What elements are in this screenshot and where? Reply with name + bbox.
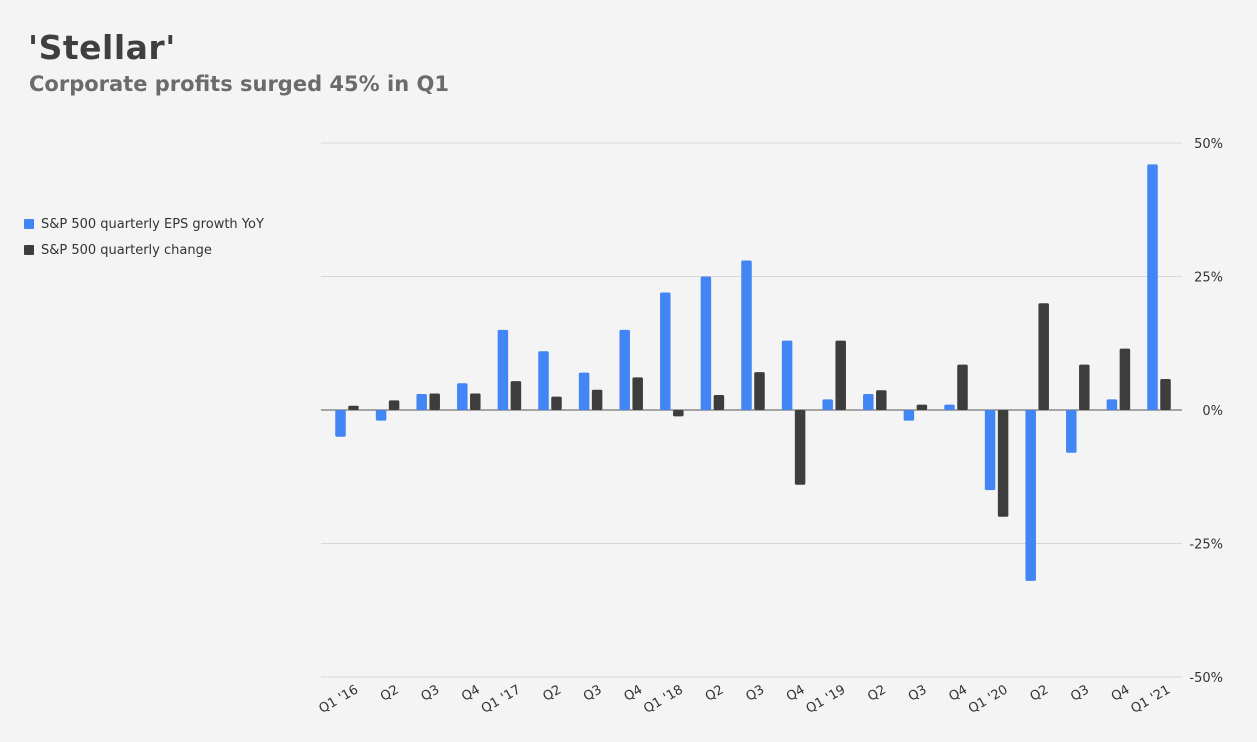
quarterly-change-bar — [429, 393, 440, 410]
quarterly-change-bar — [997, 410, 1009, 517]
eps-growth-bar — [497, 329, 509, 410]
x-tick-label: Q1 '16 — [316, 682, 361, 716]
quarterly-change-bar — [388, 400, 400, 410]
y-tick-label: -50% — [1189, 671, 1223, 686]
quarterly-change-bar — [916, 404, 928, 410]
eps-growth-bar — [660, 292, 671, 410]
quarterly-change-bar — [754, 372, 765, 410]
x-tick-label: Q1 '18 — [641, 682, 686, 716]
eps-growth-bar — [457, 383, 468, 410]
eps-growth-bar — [944, 404, 955, 410]
quarterly-change-bar — [1079, 364, 1090, 410]
x-tick-label: Q4 — [459, 682, 483, 704]
y-tick-label: 0% — [1202, 404, 1223, 419]
quarterly-change-bar — [876, 390, 887, 410]
x-tick-label: Q3 — [743, 682, 767, 704]
quarterly-change-bar — [632, 377, 643, 410]
x-tick-label: Q1 '20 — [966, 682, 1011, 716]
eps-growth-bar — [741, 260, 752, 410]
quarterly-change-bar — [713, 395, 725, 410]
quarterly-change-bar — [835, 340, 846, 410]
eps-growth-bar — [984, 410, 996, 491]
legend-label-quarterly-change: S&P 500 quarterly change — [41, 242, 212, 258]
x-tick-label: Q2 — [703, 682, 727, 704]
eps-growth-bar — [822, 399, 833, 410]
x-tick-label: Q2 — [865, 682, 889, 704]
legend-item-eps-growth[interactable]: S&P 500 quarterly EPS growth YoY — [24, 211, 264, 237]
x-tick-label: Q1 '21 — [1128, 682, 1173, 716]
x-tick-label: Q4 — [622, 682, 646, 704]
eps-growth-bar — [375, 410, 387, 421]
quarterly-change-bar — [794, 410, 806, 485]
eps-growth-bar — [1106, 399, 1118, 410]
chart-subtitle: Corporate profits surged 45% in Q1 — [29, 72, 449, 96]
eps-growth-bar — [538, 351, 549, 410]
quarterly-change-bar — [470, 393, 481, 410]
x-tick-label: Q1 '19 — [804, 682, 849, 716]
x-tick-label: Q1 '17 — [479, 682, 524, 716]
legend-item-quarterly-change[interactable]: S&P 500 quarterly change — [24, 237, 264, 263]
y-tick-label: 50% — [1194, 137, 1223, 152]
chart-title: 'Stellar' — [28, 28, 176, 67]
x-tick-label: Q4 — [946, 682, 970, 704]
eps-growth-bar — [335, 410, 346, 437]
quarterly-change-bar — [1119, 348, 1131, 410]
eps-growth-bar — [903, 410, 915, 421]
quarterly-change-bar — [591, 389, 603, 410]
x-tick-label: Q4 — [1109, 682, 1133, 704]
y-tick-label: 25% — [1194, 271, 1223, 286]
legend-swatch-quarterly-change — [24, 245, 34, 255]
x-tick-label: Q4 — [784, 682, 808, 704]
eps-growth-bar — [1066, 410, 1077, 453]
quarterly-change-bar — [551, 396, 562, 410]
eps-growth-bar — [700, 276, 712, 410]
eps-growth-bar — [619, 329, 630, 410]
quarterly-change-bar — [673, 410, 684, 417]
eps-growth-bar — [1025, 410, 1036, 581]
legend-swatch-eps-growth — [24, 219, 34, 229]
x-tick-label: Q3 — [1068, 682, 1092, 704]
x-tick-label: Q3 — [419, 682, 443, 704]
x-tick-label: Q3 — [581, 682, 605, 704]
x-tick-label: Q2 — [540, 682, 564, 704]
eps-growth-bar — [781, 340, 793, 410]
legend-label-eps-growth: S&P 500 quarterly EPS growth YoY — [41, 216, 264, 232]
quarterly-change-bar — [1160, 379, 1171, 410]
eps-growth-bar — [578, 372, 590, 410]
x-tick-label: Q2 — [1028, 682, 1052, 704]
quarterly-change-bar — [348, 405, 359, 410]
eps-growth-bar — [863, 393, 874, 410]
x-tick-label: Q3 — [906, 682, 930, 704]
quarterly-change-bar — [957, 364, 968, 410]
x-tick-label: Q2 — [378, 682, 402, 704]
quarterly-change-bar — [1038, 303, 1049, 410]
quarterly-change-bar — [510, 381, 522, 410]
chart-legend: S&P 500 quarterly EPS growth YoY S&P 500… — [24, 211, 264, 263]
eps-growth-bar — [416, 393, 427, 410]
y-tick-label: -25% — [1189, 538, 1223, 553]
eps-growth-bar — [1147, 164, 1158, 410]
